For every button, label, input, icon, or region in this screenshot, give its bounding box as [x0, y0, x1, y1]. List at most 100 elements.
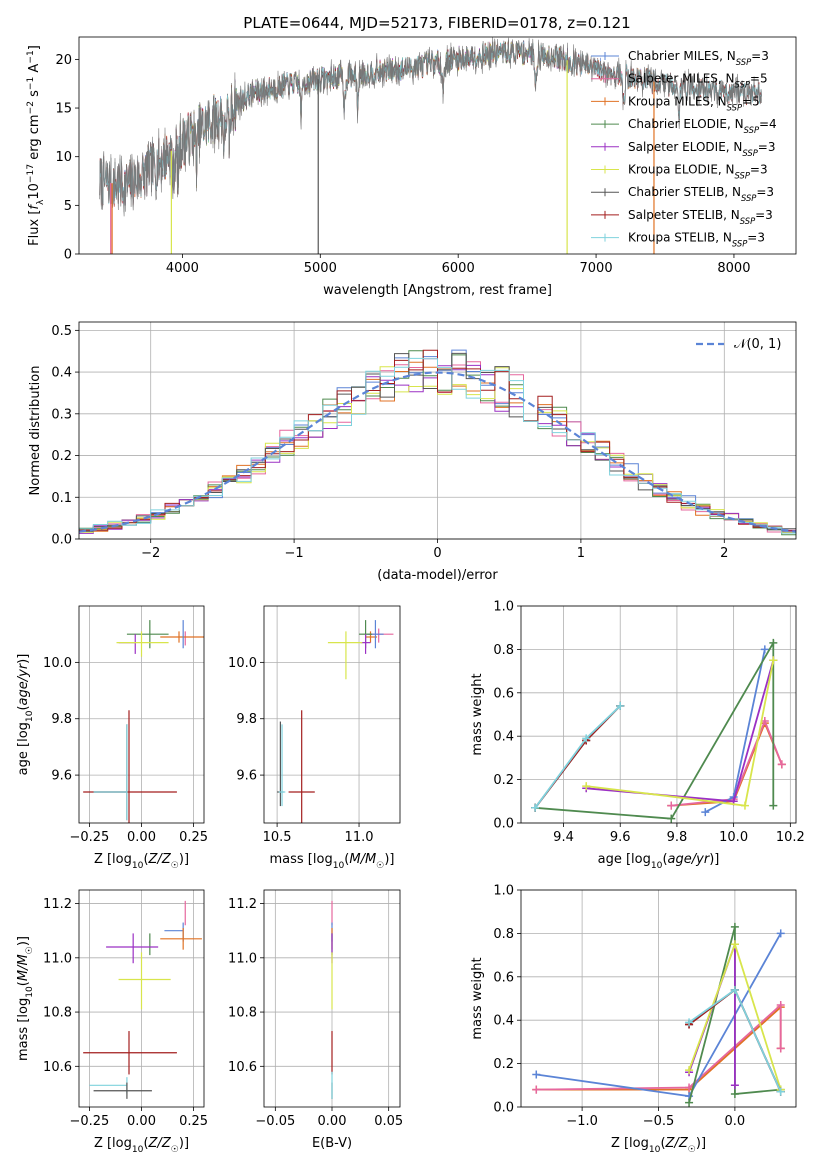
errorbar-chabrier-stelib	[277, 721, 284, 807]
legend-label-salpeter-elodie: Salpeter ELODIE, NSSP=3	[628, 140, 776, 158]
x-tick-label: 0	[433, 546, 441, 561]
label-run: M/M	[349, 852, 376, 867]
x-tick-label: 11.0	[345, 830, 374, 845]
label-run: Chabrier STELIB, N	[628, 185, 741, 199]
errorbar-chabrier-elodie	[126, 620, 169, 649]
y-axis-label: age [log10(age/yr)]	[16, 654, 35, 776]
weight-point	[532, 1070, 541, 1079]
plot-area	[83, 900, 202, 1099]
weight-point	[667, 814, 676, 823]
label-run: Z/Z	[148, 1136, 172, 1151]
x-tick-label: −1	[285, 546, 304, 561]
y-tick-label: 0.6	[493, 686, 514, 701]
label-run: A	[27, 64, 42, 77]
y-tick-label: 0.4	[493, 730, 514, 745]
label-run: )]	[384, 852, 394, 867]
label-run: ☉	[171, 1145, 179, 1155]
weight-point	[760, 645, 769, 654]
weight-line	[534, 705, 621, 809]
axes-frame	[520, 605, 797, 824]
errorbar-kroupa-miles	[160, 927, 202, 950]
y-tick-label: 10	[55, 150, 72, 165]
label-run: Chabrier MILES, N	[628, 49, 736, 63]
errorbar-salpeter-stelib	[288, 710, 315, 823]
y-tick-label: 15	[55, 102, 72, 117]
label-run: (	[16, 981, 31, 986]
weight-point	[730, 1081, 739, 1090]
y-tick-label: 20	[55, 53, 72, 68]
x-axis-label: Z [log10(Z/Z☉)]	[611, 1136, 706, 1155]
weight-point	[582, 782, 591, 791]
label-run: =3	[758, 140, 776, 154]
y-tick-label: 1.0	[493, 884, 514, 899]
panel-spectrum: 4000 5000 6000 7000 8000 0 5 10 15 20 wavelength […	[26, 36, 797, 298]
y-tick-label: 0.0	[51, 533, 72, 548]
x-tick-label: 2	[720, 546, 728, 561]
legend-label-kroupa-elodie: Kroupa ELODIE, NSSP=3	[628, 163, 768, 181]
x-axis-label: Z [log10(Z/Z☉)]	[94, 852, 189, 871]
label-run: −2	[26, 101, 36, 114]
axes-frame	[263, 889, 401, 1108]
weight-point	[776, 1087, 785, 1096]
label-run: =3	[756, 185, 774, 199]
legend-label-chabrier-elodie: Chabrier ELODIE, NSSP=4	[628, 117, 777, 135]
weight-line	[586, 660, 775, 807]
axes-frame	[78, 605, 205, 824]
label-run: ☉	[376, 861, 384, 871]
y-axis-label: mass weight	[470, 957, 485, 1039]
weight-line	[534, 705, 621, 809]
x-tick-label: 10.0	[719, 830, 748, 845]
label-run: mass [log	[270, 852, 333, 867]
panel-age-vs-mass: 10.5 11.0 9.6 9.8 10.0 mass [log10(M/M☉)]	[228, 605, 401, 871]
weight-line	[671, 720, 783, 807]
label-run: )]	[179, 852, 189, 867]
weight-point	[667, 801, 676, 810]
errorbar-chabrier-stelib	[93, 724, 128, 821]
label-run: SSP	[744, 125, 760, 135]
weight-point	[769, 656, 778, 665]
x-tick-label: 0.25	[179, 1114, 208, 1129]
axes-frame	[78, 36, 797, 255]
label-run: Salpeter ELODIE, N	[628, 140, 742, 154]
plot-area	[83, 620, 204, 823]
y-tick-label: 11.2	[228, 897, 257, 912]
x-tick-label: 9.4	[553, 830, 574, 845]
weight-series-kroupa-stelib	[531, 701, 625, 812]
weight-point	[776, 929, 785, 938]
label-run: 10	[649, 1145, 661, 1155]
x-tick-label: 10.5	[263, 830, 292, 845]
spectrum-data-line	[99, 37, 762, 217]
legend-label-normal: 𝒩(0, 1)	[734, 337, 781, 352]
weight-point	[685, 1018, 694, 1027]
axes-frame	[78, 889, 205, 1108]
y-tick-label: 11.0	[228, 951, 257, 966]
errorbar-kroupa-elodie	[118, 952, 171, 1010]
weight-point	[776, 1001, 785, 1010]
weight-series-chabrier-miles	[701, 645, 769, 817]
label-run: 10	[132, 1145, 144, 1155]
legend: Chabrier MILES, N SSP =3 Salpeter MILES, N S…	[591, 49, 777, 249]
label-run: SSP	[732, 239, 748, 249]
y-tick-label: 0.2	[51, 449, 72, 464]
y-tick-label: 10.8	[228, 1006, 257, 1021]
x-axis-label: mass [log10(M/M☉)]	[270, 852, 395, 871]
label-run: )]	[179, 1136, 189, 1151]
y-tick-label: 0.2	[493, 773, 514, 788]
normal-reference-curve	[79, 371, 796, 533]
y-tick-label: 10.0	[43, 656, 72, 671]
x-tick-label: 0.05	[374, 1114, 403, 1129]
x-tick-label: 9.6	[610, 830, 631, 845]
panel-weight-vs-Z: −1.0 −0.5 0.0 0.0 0.2 0.4 0.6 0.8 1.0 Z [log10(Z/…	[470, 884, 797, 1155]
label-run: ☉	[688, 1145, 696, 1155]
label-run: )]	[16, 654, 31, 664]
plot-area	[79, 349, 796, 536]
y-tick-label: 1.0	[493, 600, 514, 615]
y-tick-label: 0.8	[493, 927, 514, 942]
x-tick-label: 9.8	[667, 830, 688, 845]
y-tick-label: 0.0	[493, 1101, 514, 1116]
label-run: ]	[27, 45, 42, 50]
panel-age-vs-Z: −0.25 0.00 0.259.69.810.0Z [log10(Z/Z☉)]ag…	[16, 605, 208, 871]
label-run: Salpeter MILES, N	[628, 72, 735, 86]
